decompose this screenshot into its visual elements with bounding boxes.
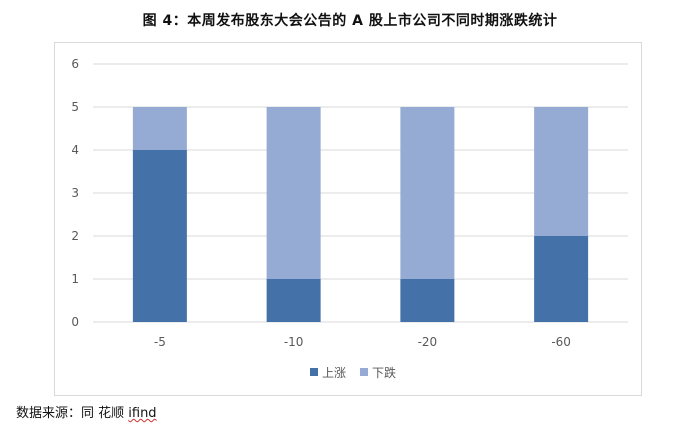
y-tick-label: 4 [71,143,79,157]
y-tick-label: 1 [71,272,79,286]
y-tick-label: 3 [71,186,79,200]
bar-rise [534,236,589,322]
chart-title: 图 4：本周发布股东大会公告的 A 股上市公司不同时期涨跌统计 [142,13,558,29]
legend-swatch [360,368,368,376]
x-tick-label: -5 [154,335,166,349]
x-tick-label: -10 [284,335,304,349]
bar-rise [132,150,187,322]
chart-frame [54,42,642,396]
x-tick-label: -60 [551,335,571,349]
y-tick-label: 0 [71,315,79,329]
y-tick-label: 6 [71,57,79,71]
bar-fall [266,107,321,279]
source-brand: ifind [128,406,157,421]
x-tick-label: -20 [418,335,438,349]
y-tick-label: 2 [71,229,79,243]
legend-label: 下跌 [372,365,396,380]
bar-rise [400,279,455,322]
legend-label: 上涨 [322,365,346,380]
bar-fall [132,107,187,150]
bar-fall [534,107,589,236]
y-tick-label: 5 [71,100,79,114]
source-prefix: 数据来源：同 花顺 [16,406,129,421]
legend-swatch [310,368,318,376]
bar-rise [266,279,321,322]
bar-fall [400,107,455,279]
source-note: 数据来源：同 花顺 ifind [16,402,157,421]
